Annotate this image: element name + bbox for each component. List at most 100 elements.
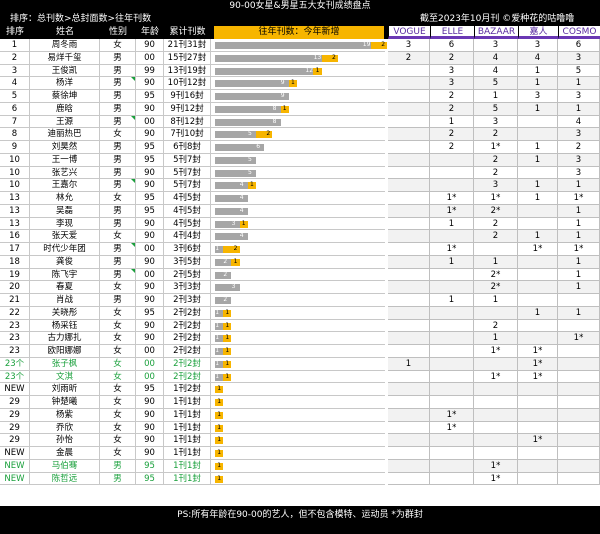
cosmo-cell [558,319,600,333]
cosmo-cell: 4 [558,115,600,129]
cosmo-cell: 6 [558,39,600,52]
gender-cell: 男 [100,217,136,231]
rank-cell: 6 [0,102,30,116]
table-row: 7 王源男 00 8刊12封 8 1 3 4 [0,115,600,129]
header-name: 姓名 [55,27,74,37]
previous-years-bar [215,54,322,62]
cosmo-cell: 1 [558,102,600,116]
age-cell: 00 [136,370,164,384]
age-cell: 95 [136,153,164,167]
rank-cell: 13 [0,217,30,231]
age-cell: 00 [136,268,164,282]
new-marker-icon [131,115,135,120]
name-cell: 孙怡 [30,434,100,447]
cosmo-cell: 3 [558,128,600,141]
total-cell: 9刊16封 [164,90,211,103]
total-cell: 4刊5封 [164,192,211,205]
total-cell: 8刊12封 [164,115,211,129]
new-this-year-bar [223,360,232,368]
previous-years-label: 1 [215,308,220,316]
previous-years-label: 19 [362,41,371,48]
total-cell: 1刊2封 [164,383,211,396]
previous-years-bar [215,118,281,126]
previous-years-bar [215,169,256,177]
bar-cell: 2 [211,294,385,307]
gender-cell: 男 [100,153,136,167]
cosmo-cell: 1 [558,255,600,269]
credit: 截至2023年10月刊 ©爱种花的咕噜噜 [420,14,575,24]
previous-years-label: 1 [215,245,220,252]
bazaar-cell: 2* [474,204,518,218]
bar-cell: 1 [211,434,385,447]
rank-cell: 8 [0,128,30,141]
cosmo-cell [558,396,600,409]
table-row: 1 周冬雨女 90 21刊31封 19 2 3 6 3 3 6 [0,39,600,52]
age-cell: 90 [136,447,164,460]
marie-cell [518,217,558,231]
previous-years-bar [215,105,281,113]
cosmo-cell [558,421,600,435]
bar-cell: 5 [211,154,385,167]
marie-cell: 1 [518,102,558,116]
vogue-cell [388,64,430,78]
gender-cell: 男 [100,204,136,218]
table-row: 2 易烊千玺男 00 15刊27封 13 2 2 2 4 4 3 [0,51,600,65]
new-this-year-label: 1 [282,104,287,112]
bazaar-cell [474,408,518,422]
cosmo-cell: 1 [558,217,600,231]
elle-cell [430,166,474,180]
vogue-cell [388,345,430,358]
previous-years-bar [215,309,224,317]
previous-years-label: 3 [231,283,236,291]
rank-cell: 16 [0,230,30,243]
bar-cell: 8 [211,116,385,129]
name-cell: 陈哲远 [30,472,100,486]
name-cell: 肖战 [30,294,100,307]
table-row: 23个 张子枫女 00 2刊2封 1 1 1 1* [0,357,600,371]
new-this-year-bar [215,437,224,445]
new-this-year-label: 1 [250,181,254,189]
new-this-year-bar [223,335,232,343]
name-cell: 马伯骞 [30,459,100,473]
vogue-cell [388,434,430,447]
age-cell: 90 [136,102,164,116]
cosmo-cell [558,357,600,371]
vogue-cell [388,141,430,154]
cosmo-cell [558,370,600,384]
elle-cell: 1 [430,294,474,307]
vogue-cell [388,472,430,486]
total-cell: 5刊7封 [164,179,211,192]
bar-cell: 4 [211,230,385,243]
previous-years-label: 12 [305,66,314,74]
bar-cell: 3 [211,281,385,294]
new-this-year-label: 1 [217,385,222,393]
elle-cell: 1* [430,192,474,205]
gender-cell: 女 [100,192,136,205]
total-cell: 2刊2封 [164,357,211,371]
previous-years-bar [215,284,240,292]
rank-cell: 29 [0,421,30,435]
total-cell: 6刊8封 [164,141,211,154]
bazaar-cell: 1* [474,345,518,358]
marie-cell: 1 [518,306,558,320]
name-cell: 王源 [30,115,100,129]
previous-years-label: 5 [248,130,252,138]
vogue-cell [388,332,430,345]
elle-cell [430,472,474,486]
marie-cell [518,255,558,269]
bazaar-cell: 1 [474,332,518,345]
bazaar-cell: 2 [474,128,518,141]
name-cell: 钟楚曦 [30,396,100,409]
table-row: 13 林允女 95 4刊5封 4 1* 1* 1 1* [0,192,600,205]
bazaar-cell: 3 [474,39,518,52]
new-this-year-label: 1 [225,372,230,380]
new-this-year-bar [223,246,240,253]
total-cell: 10刊12封 [164,77,211,90]
vogue-cell [388,90,430,103]
elle-cell [430,383,474,396]
marie-cell: 1 [518,77,558,90]
new-this-year-label: 1 [241,219,246,227]
